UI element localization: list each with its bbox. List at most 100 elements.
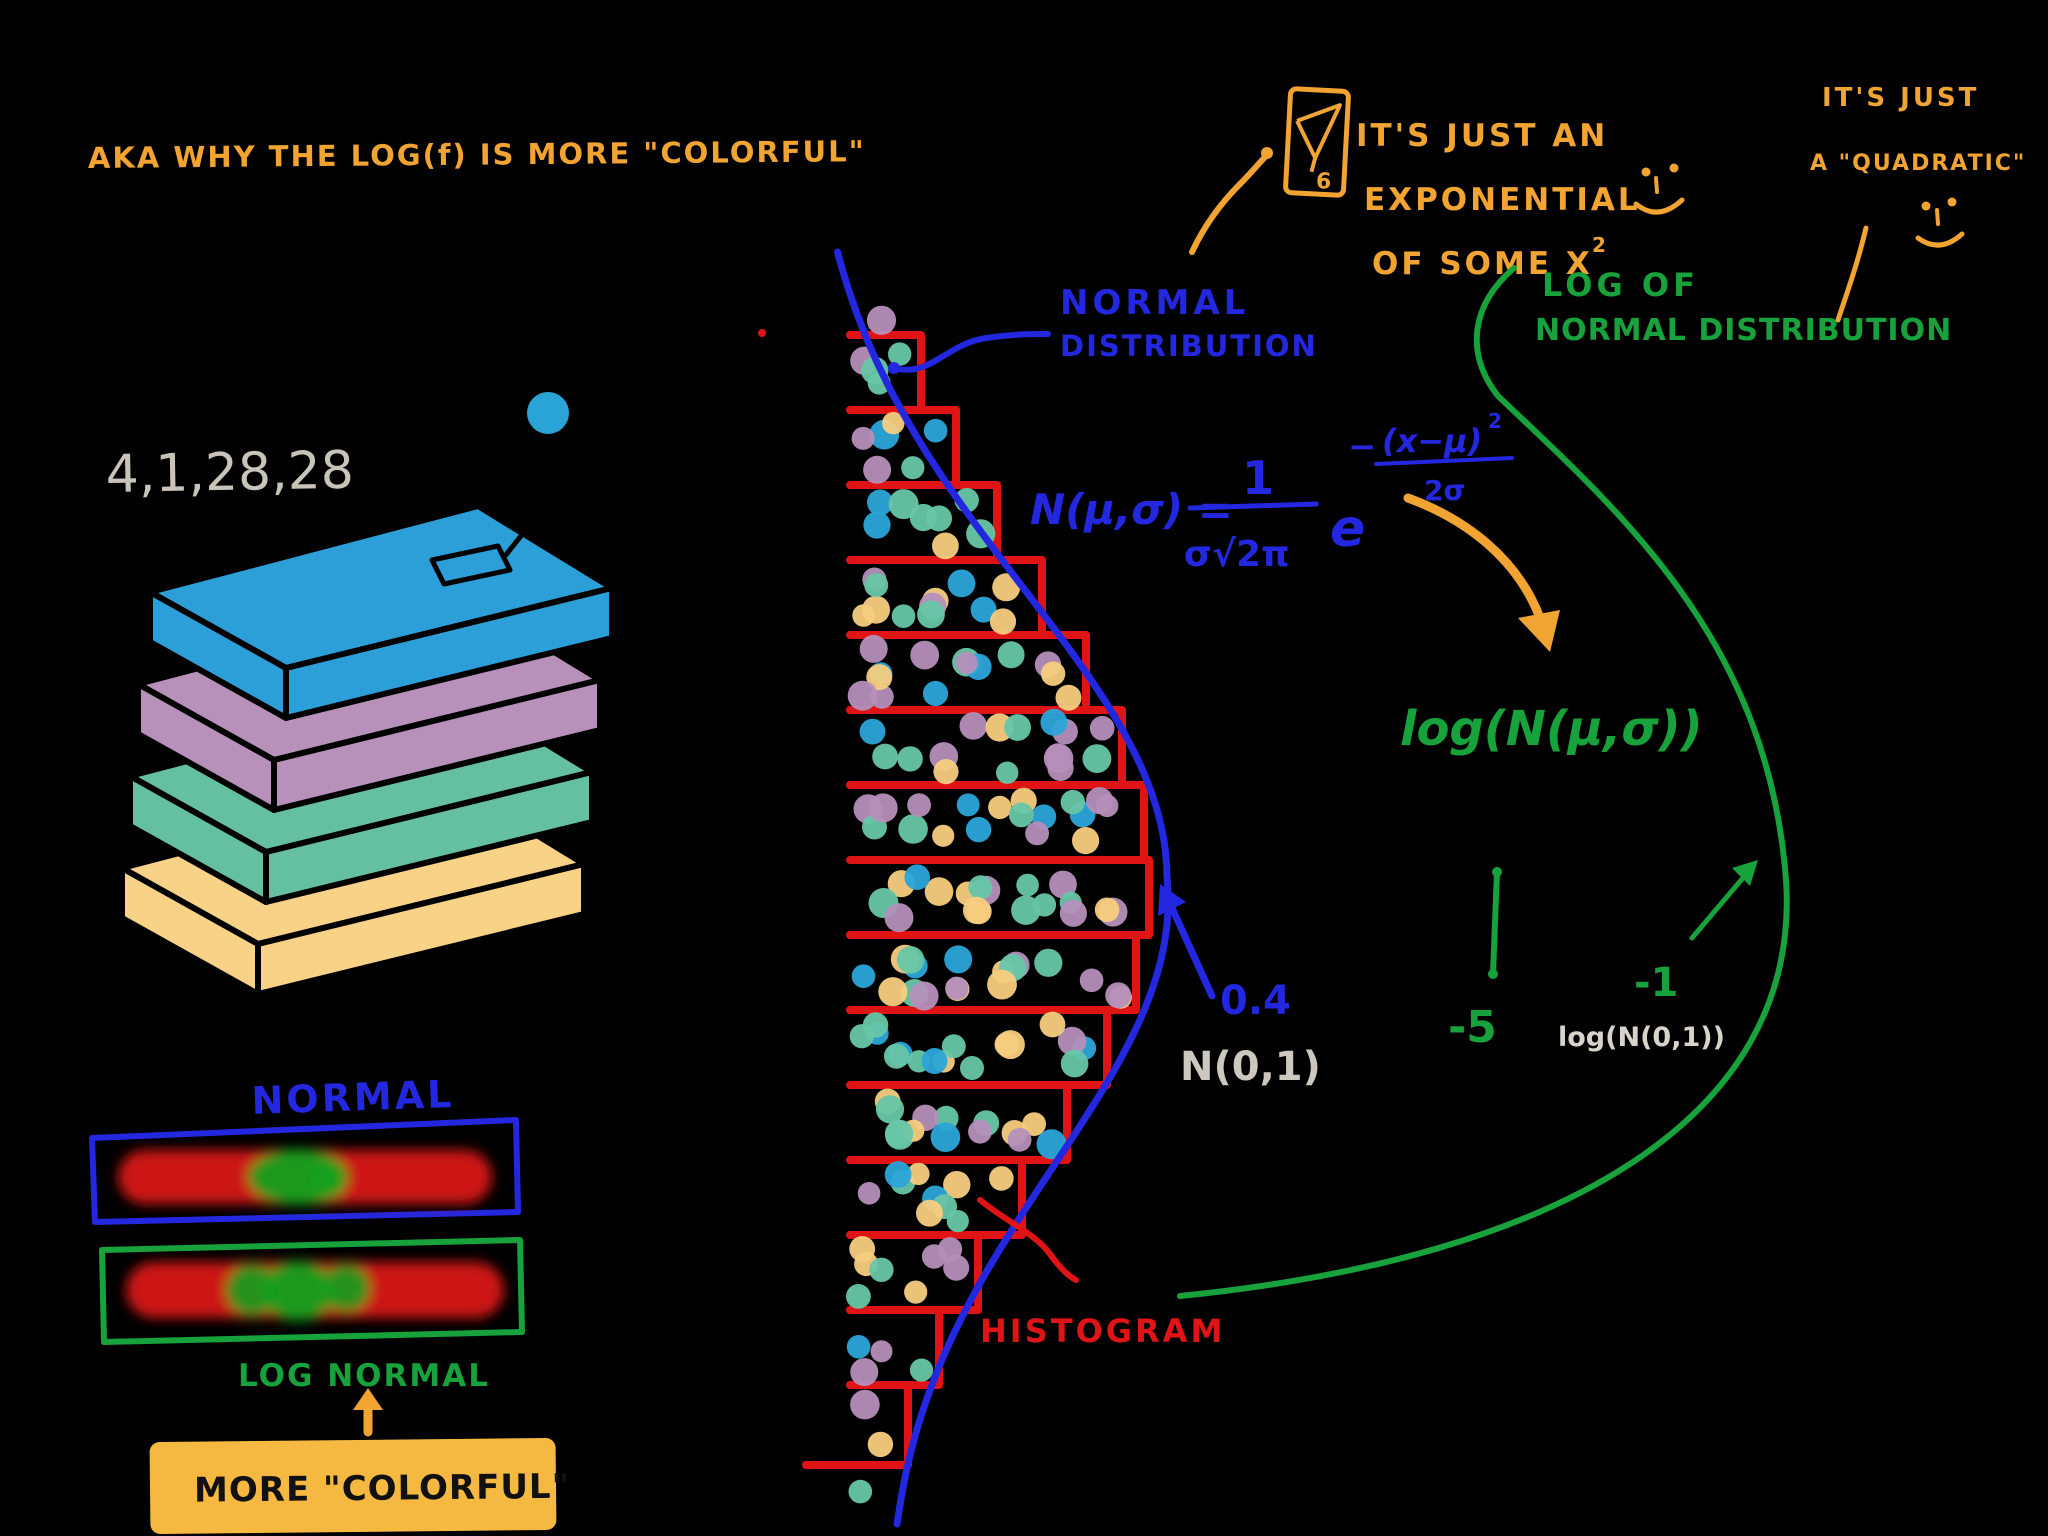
dot: [968, 1119, 992, 1144]
dot: [943, 1171, 971, 1199]
peak-value: 0.4: [1220, 978, 1291, 1024]
log-of-label-1: LOG OF: [1542, 266, 1699, 304]
formula-exp-minus: −: [1348, 427, 1377, 467]
dot: [883, 1043, 910, 1069]
dot: [848, 1479, 873, 1504]
dot: [896, 946, 925, 974]
log-normal-callout: LOG OF NORMAL DISTRIBUTION log(N(μ,σ)) -…: [1177, 265, 1951, 1299]
dot: [962, 896, 991, 925]
dot: [968, 875, 993, 900]
dot: [1032, 893, 1057, 917]
tensor-shape-label: 4,1,28,28: [105, 441, 354, 505]
normal-curve: [834, 248, 1172, 1528]
dot: [1089, 715, 1115, 741]
flag-6-icon: 6: [1283, 86, 1351, 198]
formula-exp-power: 2: [1488, 409, 1502, 433]
histogram-label: HISTOGRAM: [980, 1312, 1225, 1350]
dot: [989, 608, 1017, 635]
peak-arrowhead: [1158, 884, 1186, 916]
log-normal-strip-label: LOG NORMAL: [238, 1358, 490, 1394]
dot: [904, 1280, 928, 1304]
bell-curve-path: [834, 248, 1172, 1528]
dot: [947, 569, 976, 598]
log-normal-heatmap: [126, 1261, 504, 1321]
dot: [923, 418, 948, 443]
dot: [907, 793, 931, 817]
dot: [970, 596, 997, 623]
dot: [888, 489, 919, 520]
normal-strip-frame: [89, 1117, 521, 1225]
dot: [904, 864, 930, 890]
dot: [1057, 1026, 1087, 1056]
dot: [921, 1048, 948, 1074]
dot: [955, 651, 978, 675]
dot: [850, 1358, 879, 1387]
dot: [946, 1210, 969, 1233]
dot: [875, 1095, 905, 1124]
dot: [864, 573, 889, 598]
dot: [907, 1162, 930, 1186]
normal-heatmap: [118, 1149, 492, 1205]
dot: [997, 641, 1025, 669]
minus1-label: -1: [1634, 960, 1678, 1006]
dot: [859, 634, 888, 663]
dot: [1007, 1127, 1032, 1152]
log-n01-label: log(N(0,1)): [1558, 1022, 1725, 1053]
smiley-icon: [1915, 197, 1965, 248]
dot: [1072, 827, 1100, 855]
dot: [863, 455, 892, 484]
svg-text:6: 6: [1315, 169, 1332, 195]
quad-note-line2: A "QUADRATIC": [1810, 151, 2026, 176]
formula-fraction-bar: [1187, 501, 1319, 511]
dot: [944, 945, 973, 974]
dot: [869, 1257, 894, 1283]
staircase-path: [802, 331, 1153, 1469]
dot: [866, 664, 893, 691]
formula-to-log-arrowhead: [1518, 610, 1560, 652]
exp-note-line1: IT'S JUST AN: [1356, 118, 1608, 154]
dot: [847, 680, 878, 711]
dot: [987, 969, 1017, 1000]
dot: [846, 1335, 871, 1359]
blue-dot: [527, 392, 569, 434]
red-speck: [758, 329, 766, 337]
dot: [909, 981, 939, 1011]
dot: [1040, 708, 1068, 736]
dot: [870, 1340, 893, 1363]
dot: [909, 1358, 934, 1382]
dot: [956, 793, 980, 817]
dot: [891, 604, 916, 628]
quadratic-connector: [1835, 225, 1869, 323]
minus1-arrow: [1689, 869, 1751, 941]
dot: [945, 976, 969, 1000]
more-colorful-box: [149, 1437, 557, 1535]
dot: [878, 977, 908, 1007]
formula-base-e: e: [1330, 499, 1365, 559]
n01-label: N(0,1): [1180, 1044, 1321, 1090]
dot: [898, 814, 928, 844]
normal-strip-label: NORMAL: [251, 1072, 455, 1123]
dot: [872, 743, 898, 770]
dot: [866, 305, 897, 335]
dot: [989, 1166, 1014, 1191]
dot: [932, 532, 959, 560]
more-colorful-text: MORE "COLORFUL": [194, 1467, 571, 1511]
quad-note-line1: IT'S JUST: [1822, 83, 1979, 113]
log-normal-strip-frame: [99, 1237, 525, 1345]
formula-to-log-arrow: [1403, 493, 1545, 623]
formula-exp-fraction-bar: [1374, 456, 1514, 466]
smiley-icon: [1633, 163, 1685, 215]
minus1-arrowhead: [1732, 860, 1758, 886]
formula-exp-denominator: 2σ: [1424, 474, 1465, 507]
normal-distribution-connector: [891, 331, 1051, 373]
dot: [922, 680, 949, 707]
dot: [1079, 968, 1104, 993]
dot: [941, 1034, 966, 1059]
dot: [1094, 897, 1120, 923]
dot: [1040, 661, 1066, 686]
normal-density-formula: N(μ,σ) = 1 σ√2π e − (x−μ) 2 2σ: [1030, 409, 1514, 575]
peak-annotation: 0.4 N(0,1): [1158, 884, 1321, 1090]
formula-denominator: σ√2π: [1184, 534, 1290, 575]
